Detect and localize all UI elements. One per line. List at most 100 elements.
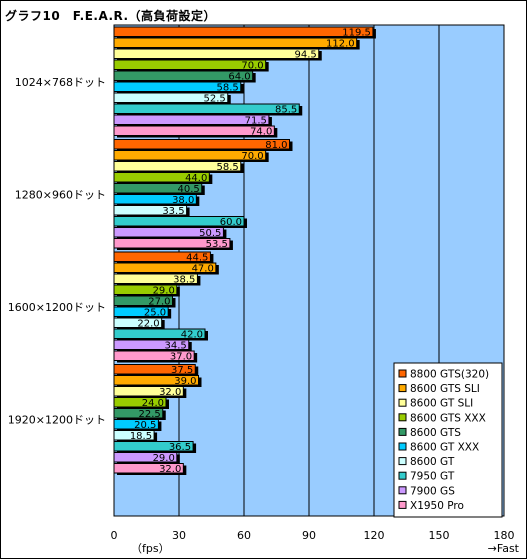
bar <box>113 408 164 419</box>
bar-value-label: 32.0 <box>159 464 181 475</box>
bar <box>113 103 300 114</box>
bar <box>113 194 197 205</box>
bar <box>113 216 245 227</box>
bar <box>113 430 155 441</box>
bar <box>113 273 198 284</box>
bar-value-label: 20.5 <box>134 420 156 431</box>
x-axis-label: （fps） <box>131 542 170 555</box>
bar <box>113 238 231 249</box>
bar-value-label: 29.0 <box>153 453 175 464</box>
bar <box>113 48 320 59</box>
legend-swatch <box>398 398 407 407</box>
legend-box <box>393 362 503 518</box>
x-tick-label: 30 <box>172 529 186 542</box>
bar <box>113 183 203 194</box>
legend-swatch <box>398 486 407 495</box>
bar <box>113 441 194 452</box>
bar-value-label: 42.0 <box>181 329 203 340</box>
legend-swatch <box>398 442 407 451</box>
bar-value-label: 81.0 <box>265 140 287 151</box>
bar <box>113 81 242 92</box>
bar <box>113 386 184 397</box>
x-tick-labels: 0 30 60 90 120 150 180 <box>111 529 515 542</box>
bar-value-label: 44.0 <box>185 173 207 184</box>
bar-value-label: 32.0 <box>159 387 181 398</box>
legend-swatch <box>398 413 407 422</box>
bar-value-label: 27.0 <box>148 296 170 307</box>
bar <box>113 161 242 172</box>
category-label: 1920×1200ドット <box>8 414 106 427</box>
bar-value-label: 34.5 <box>164 340 186 351</box>
bar-value-label: 22.0 <box>137 318 159 329</box>
bar <box>113 317 163 328</box>
legend-swatch <box>398 457 407 466</box>
bar <box>113 463 184 474</box>
x-tick-label: 60 <box>237 529 251 542</box>
legend-entry: 8600 GTS <box>410 427 461 439</box>
x-tick-label: 0 <box>111 529 118 542</box>
bars: 119.5112.094.570.064.058.552.585.571.574… <box>113 26 376 475</box>
chart-title: グラフ10 F.E.A.R.（高負荷設定） <box>5 9 217 23</box>
bar-value-label: 60.0 <box>220 217 242 228</box>
legend: 8800 GTS(320) 8600 GTS SLI 8600 GT SLI 8600… <box>393 362 503 518</box>
bar-value-label: 25.0 <box>144 307 166 318</box>
category-label: 1600×1200ドット <box>8 301 106 314</box>
bar-value-label: 33.5 <box>162 206 184 217</box>
bar-value-label: 64.0 <box>228 71 250 82</box>
bar <box>113 59 267 70</box>
bar-value-label: 58.5 <box>216 82 238 93</box>
legend-swatch <box>398 384 407 393</box>
bar-value-label: 38.0 <box>172 195 194 206</box>
bar-value-label: 94.5 <box>294 49 316 60</box>
bar-value-label: 74.0 <box>250 126 272 137</box>
bar <box>113 205 188 216</box>
bar <box>113 92 229 103</box>
legend-entry: 8600 GT SLI <box>410 398 473 410</box>
x-axis-direction-label: →Fast <box>488 542 520 555</box>
bar-value-label: 38.5 <box>173 274 195 285</box>
bar-value-label: 85.5 <box>275 104 297 115</box>
legend-entry: 8600 GTS XXX <box>410 412 486 424</box>
bar <box>113 251 211 262</box>
bar <box>113 262 217 273</box>
legend-swatch <box>398 471 407 480</box>
bar <box>113 284 178 295</box>
bar-value-label: 71.5 <box>245 115 267 126</box>
bar <box>113 364 196 375</box>
legend-entry: 8600 GT XXX <box>410 442 479 454</box>
bar-value-label: 70.0 <box>241 151 263 162</box>
bar-value-label: 37.0 <box>170 351 192 362</box>
bar <box>113 339 190 350</box>
legend-entry: X1950 Pro <box>410 500 464 512</box>
bar <box>113 37 358 48</box>
bar <box>113 452 178 463</box>
legend-swatch <box>398 427 407 436</box>
bar <box>113 295 173 306</box>
legend-entry: 7950 GT <box>410 471 455 483</box>
bar-value-label: 53.5 <box>206 239 228 250</box>
bar-value-label: 44.5 <box>186 252 208 263</box>
bar-value-label: 40.5 <box>177 184 199 195</box>
category-label: 1024×768ドット <box>15 76 106 89</box>
bar <box>113 125 275 136</box>
legend-swatch <box>398 369 407 378</box>
bar-value-label: 39.0 <box>174 376 196 387</box>
bar <box>113 375 199 386</box>
bar <box>113 328 206 339</box>
bar <box>113 227 224 238</box>
bar-value-label: 58.5 <box>216 162 238 173</box>
legend-entry: 8600 GT <box>410 456 455 468</box>
x-tick-label: 90 <box>302 529 316 542</box>
bar-value-label: 18.5 <box>130 431 152 442</box>
bar-value-label: 70.0 <box>241 60 263 71</box>
bar <box>113 350 195 361</box>
category-label: 1280×960ドット <box>15 189 106 202</box>
legend-entry: 8800 GTS(320) <box>410 369 489 381</box>
x-tick-label: 120 <box>364 529 385 542</box>
bar-value-label: 37.5 <box>171 365 193 376</box>
bar-value-label: 52.5 <box>203 93 225 104</box>
bar <box>113 139 290 150</box>
legend-entry: 7900 GS <box>410 485 455 497</box>
